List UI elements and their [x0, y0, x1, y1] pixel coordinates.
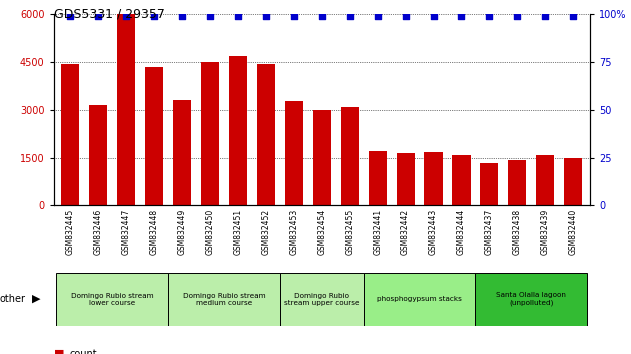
Text: GSM832448: GSM832448: [150, 209, 159, 255]
Text: ▶: ▶: [32, 294, 40, 304]
Bar: [480, 162, 498, 205]
Bar: [369, 150, 387, 205]
Bar: [363, 273, 475, 326]
Bar: [396, 153, 415, 205]
Text: GSM832440: GSM832440: [569, 209, 578, 255]
Text: GSM832443: GSM832443: [429, 209, 438, 255]
Point: [93, 13, 103, 19]
Point: [485, 13, 495, 19]
Text: GSM832445: GSM832445: [66, 209, 75, 255]
Text: GSM832438: GSM832438: [513, 209, 522, 255]
Point: [373, 13, 383, 19]
Bar: [145, 67, 163, 205]
Point: [568, 13, 578, 19]
Point: [428, 13, 439, 19]
Text: GSM832437: GSM832437: [485, 209, 494, 255]
Text: GSM832454: GSM832454: [317, 209, 326, 255]
Text: GSM832447: GSM832447: [122, 209, 131, 255]
Text: count: count: [69, 349, 97, 354]
Point: [205, 13, 215, 19]
Bar: [564, 158, 582, 205]
Text: GSM832446: GSM832446: [94, 209, 103, 255]
Bar: [229, 56, 247, 205]
Point: [121, 13, 131, 19]
Text: ■: ■: [54, 349, 64, 354]
Point: [233, 13, 243, 19]
Bar: [425, 152, 442, 205]
Bar: [257, 64, 275, 205]
Text: GSM832444: GSM832444: [457, 209, 466, 255]
Bar: [509, 160, 526, 205]
Text: Santa Olalla lagoon
(unpolluted): Santa Olalla lagoon (unpolluted): [497, 292, 566, 306]
Bar: [89, 105, 107, 205]
Text: GSM832451: GSM832451: [233, 209, 242, 255]
Point: [289, 13, 299, 19]
Bar: [201, 62, 219, 205]
Bar: [280, 273, 363, 326]
Bar: [173, 100, 191, 205]
Text: GSM832450: GSM832450: [206, 209, 215, 255]
Point: [149, 13, 159, 19]
Point: [540, 13, 550, 19]
Point: [177, 13, 187, 19]
Text: other: other: [0, 294, 26, 304]
Text: GSM832439: GSM832439: [541, 209, 550, 255]
Bar: [536, 155, 555, 205]
Point: [317, 13, 327, 19]
Bar: [117, 14, 135, 205]
Point: [512, 13, 522, 19]
Bar: [56, 273, 168, 326]
Point: [66, 13, 76, 19]
Bar: [452, 155, 471, 205]
Text: GSM832452: GSM832452: [261, 209, 271, 255]
Text: Domingo Rubio stream
medium course: Domingo Rubio stream medium course: [183, 293, 266, 306]
Bar: [61, 64, 80, 205]
Text: phosphogypsum stacks: phosphogypsum stacks: [377, 296, 462, 302]
Text: GSM832441: GSM832441: [373, 209, 382, 255]
Point: [401, 13, 411, 19]
Bar: [285, 101, 303, 205]
Text: Domingo Rubio
stream upper course: Domingo Rubio stream upper course: [284, 293, 360, 306]
Text: GSM832455: GSM832455: [345, 209, 354, 255]
Point: [456, 13, 466, 19]
Text: GSM832453: GSM832453: [290, 209, 298, 255]
Text: GSM832449: GSM832449: [178, 209, 187, 255]
Bar: [475, 273, 587, 326]
Text: GDS5331 / 29357: GDS5331 / 29357: [54, 7, 165, 20]
Bar: [313, 110, 331, 205]
Text: Domingo Rubio stream
lower course: Domingo Rubio stream lower course: [71, 293, 153, 306]
Text: GSM832442: GSM832442: [401, 209, 410, 255]
Bar: [168, 273, 280, 326]
Bar: [341, 107, 359, 205]
Point: [345, 13, 355, 19]
Point: [261, 13, 271, 19]
